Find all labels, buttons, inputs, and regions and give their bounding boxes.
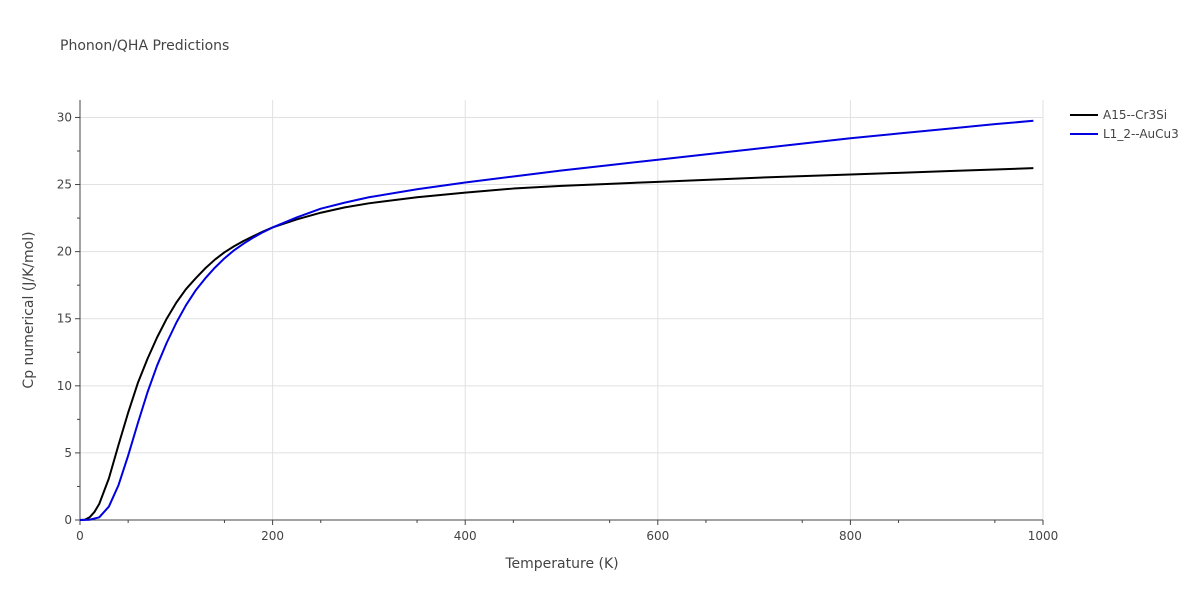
x-tick-label: 800 — [839, 529, 862, 543]
y-tick-label: 30 — [57, 110, 72, 124]
x-tick-label: 1000 — [1028, 529, 1059, 543]
legend-label: L1_2--AuCu3 — [1103, 127, 1179, 141]
legend-item-1[interactable]: L1_2--AuCu3 — [1070, 127, 1179, 141]
chart-title: Phonon/QHA Predictions — [60, 38, 229, 54]
y-tick-label: 20 — [57, 245, 72, 259]
y-tick-label: 25 — [57, 178, 72, 192]
series-line-1 — [79, 119, 1034, 521]
y-tick-label: 0 — [64, 513, 72, 527]
x-tick-label: 600 — [646, 529, 669, 543]
x-tick-label: 0 — [76, 529, 84, 543]
y-tick-label: 10 — [57, 379, 72, 393]
y-axis-title: Cp numerical (J/K/mol) — [21, 231, 37, 388]
series-line-0 — [79, 167, 1034, 521]
grid-layer — [80, 100, 1044, 520]
legend[interactable]: A15--Cr3Si L1_2--AuCu3 — [1070, 108, 1179, 141]
series-layer — [79, 119, 1034, 521]
axes-layer: 0 200 400 600 800 1000 0 5 10 15 20 25 30 — [57, 100, 1059, 543]
legend-item-0[interactable]: A15--Cr3Si — [1070, 108, 1167, 122]
legend-label: A15--Cr3Si — [1103, 108, 1167, 122]
x-axis-title: Temperature (K) — [504, 556, 618, 572]
x-tick-label: 400 — [454, 529, 477, 543]
y-tick-label: 15 — [57, 312, 72, 326]
y-tick-label: 5 — [64, 446, 72, 460]
x-tick-label: 200 — [261, 529, 284, 543]
